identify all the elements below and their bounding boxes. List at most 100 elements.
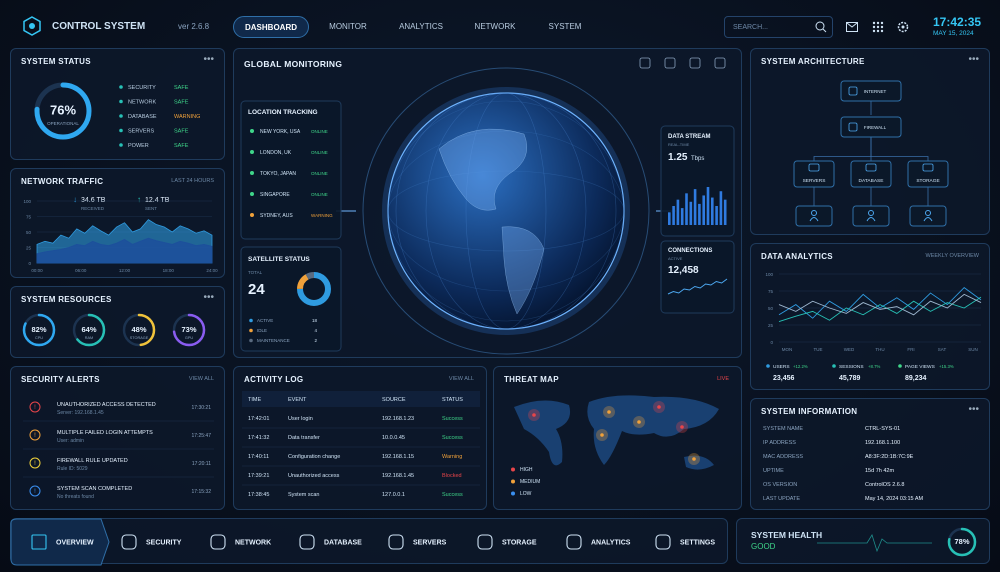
security-alerts-panel: SECURITY ALERTS VIEW ALL! UNAUTHORIZED ACC…: [10, 366, 225, 510]
analytics-line: [778, 287, 982, 319]
view-all[interactable]: VIEW ALL: [448, 376, 474, 382]
analytics-line: [778, 293, 982, 316]
graphic: OVERVIEW SECURITY NETWORK DATABASE SERVERS ST…: [10, 518, 715, 566]
stat-name: PAGE VIEWS: [905, 364, 935, 370]
stat-change: +15.3%: [939, 364, 954, 369]
y-tick-label: 0: [28, 261, 31, 266]
landmass: [514, 395, 719, 470]
heartbeat: [817, 534, 932, 553]
nav-tab[interactable]: ANALYTICS: [399, 22, 443, 31]
node-icon: [848, 122, 858, 132]
nav-tab[interactable]: DASHBOARD: [233, 16, 309, 38]
panel-title: SYSTEM INFORMATION: [761, 407, 858, 416]
alert-glyph: !: [34, 405, 36, 411]
menu[interactable]: •••: [203, 54, 214, 65]
info-value: May 14, 2024 03:15 AM: [865, 496, 924, 502]
settings-icon[interactable]: [897, 21, 909, 33]
menu[interactable]: •••: [968, 404, 979, 415]
legend-dot: [766, 364, 770, 368]
nav-label[interactable]: ANALYTICS: [591, 540, 631, 547]
system-information-panel: SYSTEM INFORMATION ••• SYSTEM NAME CTRL-SYS…: [750, 398, 990, 510]
donut-segment: [297, 272, 331, 306]
panel-title: SYSTEM STATUS: [21, 57, 91, 66]
cell: Blocked: [442, 473, 462, 479]
panel-title: SYSTEM RESOURCES: [21, 295, 112, 304]
nav-tab[interactable]: NETWORK: [474, 22, 516, 31]
node-label: STORAGE: [916, 178, 939, 184]
nav-label[interactable]: STORAGE: [502, 540, 537, 547]
nav-label[interactable]: DATABASE: [324, 540, 362, 547]
alert-detail: User: admin: [57, 438, 84, 444]
cell: Unauthorized access: [288, 473, 340, 479]
alert-time: 17:25:47: [192, 433, 212, 439]
threat-point: [680, 425, 684, 429]
cell: Success: [442, 492, 463, 498]
traffic-area: [36, 237, 213, 264]
panel-title: NETWORK TRAFFIC: [21, 177, 104, 186]
legend-name: MEDIUM: [520, 479, 540, 485]
node-box: [840, 116, 902, 138]
node-icon: [848, 86, 858, 96]
legend-dot: [249, 328, 253, 333]
nav-label[interactable]: OVERVIEW: [56, 540, 94, 547]
graphic: 78%: [817, 527, 977, 557]
sent-label: SENT: [145, 206, 157, 211]
info-value: ControlOS 2.6.8: [865, 482, 904, 488]
status-name: POWER: [128, 143, 149, 149]
status-name: SECURITY: [128, 85, 156, 91]
info-key: SYSTEM NAME: [763, 426, 803, 432]
alert-detail: No threats found: [57, 494, 94, 500]
view-all[interactable]: VIEW ALL: [188, 376, 214, 382]
live-indicator: LIVE: [717, 376, 729, 382]
stat-name: SESSIONS: [839, 364, 864, 370]
parallel: [387, 130, 625, 292]
legend-dot: [249, 338, 253, 343]
menu[interactable]: •••: [203, 292, 214, 303]
nav-tab[interactable]: MONITOR: [329, 22, 367, 31]
alert-icon: [29, 485, 41, 497]
location-status: ONLINE: [311, 129, 328, 134]
nav-label[interactable]: NETWORK: [235, 540, 271, 547]
legend-name: HIGH: [520, 467, 533, 473]
threat-point: [657, 405, 661, 409]
cell: System scan: [288, 492, 319, 498]
location-status: ONLINE: [311, 192, 328, 197]
date: MAY 15, 2024: [933, 30, 974, 37]
system-status-panel: SYSTEM STATUS ••• 76% OPERATIONAL SECURITY SA…: [10, 48, 225, 160]
nav-label[interactable]: SETTINGS: [680, 540, 715, 547]
subpanel-title: LOCATION TRACKING: [248, 109, 318, 116]
gauge-arc: [122, 313, 156, 347]
legend-value: 18: [312, 318, 318, 323]
stat-value: 23,456: [773, 375, 795, 382]
y-tick-label: 100: [765, 272, 773, 277]
analytics-line: [778, 296, 982, 323]
status-dot: [119, 143, 123, 147]
nav-label[interactable]: SECURITY: [146, 540, 182, 547]
globe: [387, 92, 625, 330]
meridian: [425, 92, 587, 330]
graphic: 82% CPU 64% RAM 48% STORAGE 73% GPU: [22, 313, 206, 347]
nav-tab[interactable]: SYSTEM: [548, 22, 582, 31]
apps-icon[interactable]: [872, 21, 884, 33]
nav-label[interactable]: SERVERS: [413, 540, 447, 547]
gauge-label: 73%: [181, 325, 196, 334]
search-icon[interactable]: [815, 21, 827, 33]
x-tick-label: FRI: [907, 347, 914, 352]
location-city: TOKYO, JAPAN: [260, 171, 296, 177]
x-tick-label: TUE: [814, 347, 823, 352]
legend-name: LOW: [520, 491, 532, 497]
client-icon: [811, 210, 817, 216]
location-city: NEW YORK, USA: [260, 129, 301, 135]
stat-change: +12.2%: [793, 364, 808, 369]
subpanel-title: CONNECTIONS: [668, 248, 712, 254]
cell: 17:40:11: [248, 454, 269, 460]
menu[interactable]: •••: [968, 54, 979, 65]
mail-icon[interactable]: [846, 22, 858, 32]
alert-detail: Rule ID: 5029: [57, 466, 88, 472]
stream-bar: [672, 206, 675, 225]
table-header-bg: [242, 391, 480, 407]
location-status: WARNING: [311, 213, 333, 218]
cell: Configuration change: [288, 454, 340, 460]
stream-bar: [723, 199, 727, 225]
search-box[interactable]: SEARCH...: [724, 16, 833, 38]
